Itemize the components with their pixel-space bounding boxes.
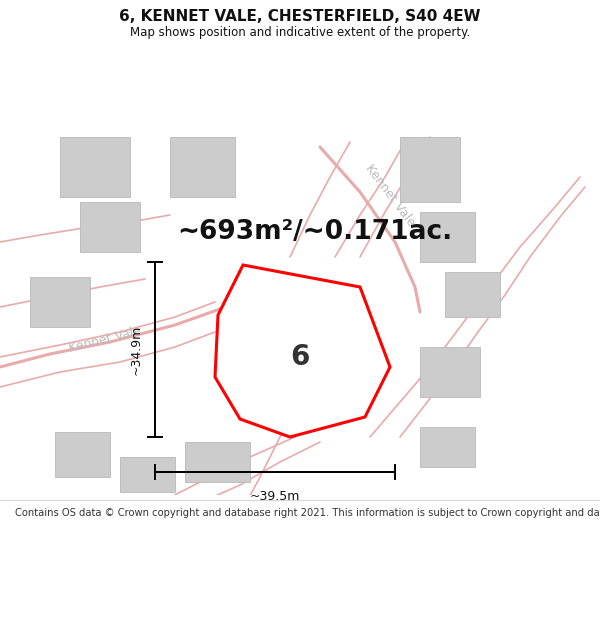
Polygon shape [215, 265, 390, 437]
Text: Contains OS data © Crown copyright and database right 2021. This information is : Contains OS data © Crown copyright and d… [15, 508, 600, 518]
Text: Kennet Vale: Kennet Vale [362, 161, 418, 229]
Polygon shape [445, 272, 500, 317]
Polygon shape [60, 137, 130, 197]
Polygon shape [120, 457, 175, 492]
Text: 6: 6 [290, 343, 310, 371]
Polygon shape [420, 427, 475, 467]
Text: Kennet Vale: Kennet Vale [67, 325, 143, 355]
Polygon shape [185, 442, 250, 482]
Polygon shape [170, 137, 235, 197]
Text: ~693m²/~0.171ac.: ~693m²/~0.171ac. [178, 219, 452, 245]
Polygon shape [420, 347, 480, 397]
Polygon shape [400, 137, 460, 202]
Text: 6, KENNET VALE, CHESTERFIELD, S40 4EW: 6, KENNET VALE, CHESTERFIELD, S40 4EW [119, 9, 481, 24]
Text: Map shows position and indicative extent of the property.: Map shows position and indicative extent… [130, 26, 470, 39]
Text: ~39.5m: ~39.5m [250, 490, 300, 503]
Polygon shape [55, 432, 110, 477]
Polygon shape [30, 277, 90, 327]
Polygon shape [420, 212, 475, 262]
Text: ~34.9m: ~34.9m [130, 324, 143, 374]
Polygon shape [80, 202, 140, 252]
